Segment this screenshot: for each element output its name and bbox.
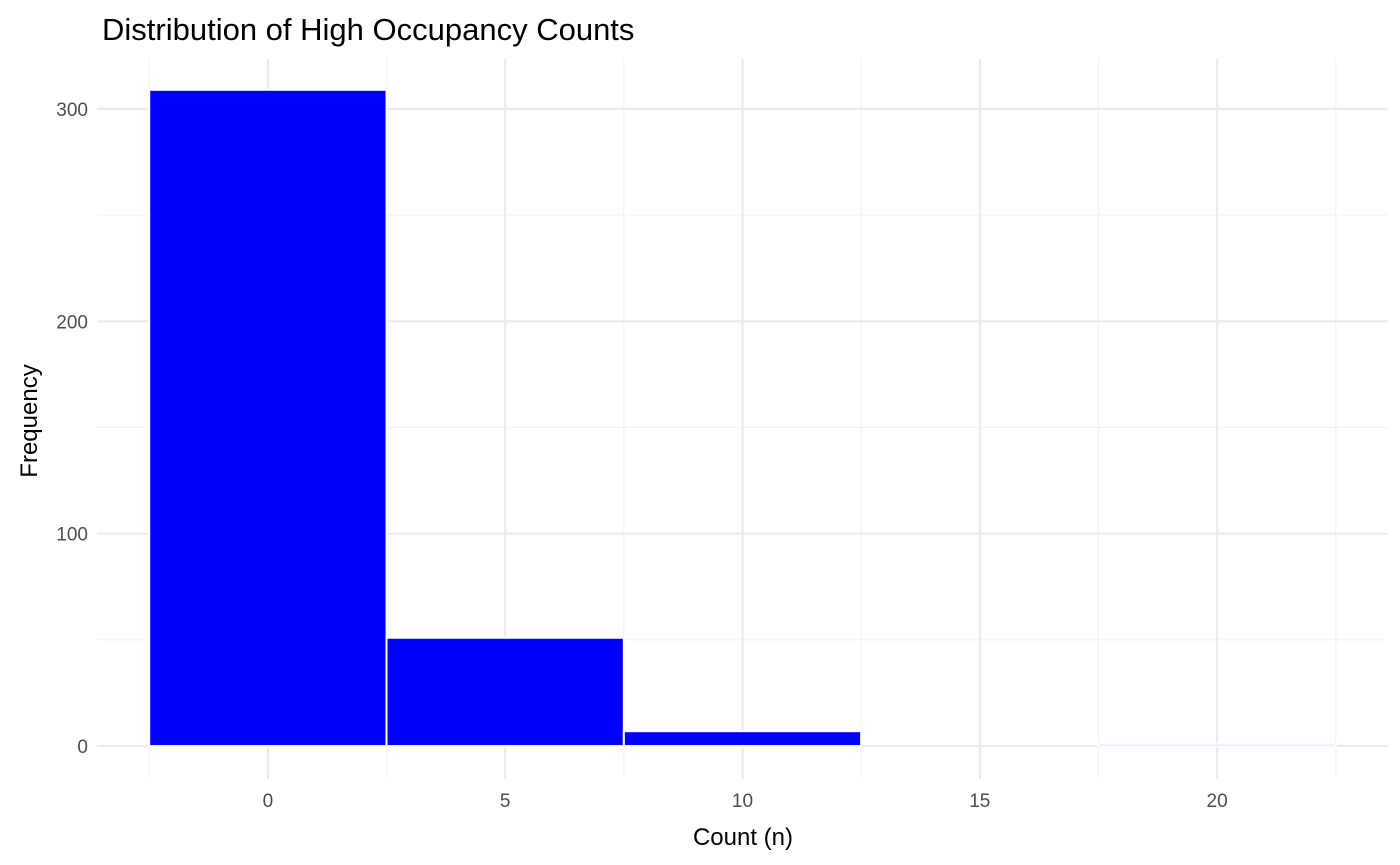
- x-tick-label: 5: [500, 791, 511, 812]
- histogram-bar-4: [1097, 742, 1337, 748]
- x-tick-label: 20: [1207, 791, 1228, 812]
- y-tick-label: 300: [56, 100, 88, 121]
- histogram-bar-2: [622, 730, 863, 748]
- histogram-bar-0: [148, 88, 388, 748]
- x-axis-title: Count (n): [693, 824, 793, 851]
- chart-title: Distribution of High Occupancy Counts: [102, 12, 634, 47]
- bars: [148, 88, 1337, 748]
- x-tick-label: 15: [969, 791, 990, 812]
- y-tick-label: 100: [56, 525, 88, 546]
- x-axis-ticks: 0 5 10 15 20: [263, 791, 1228, 812]
- y-tick-label: 200: [56, 312, 88, 333]
- histogram-bar-1: [385, 636, 625, 748]
- y-axis-ticks: 0 100 200 300: [56, 100, 88, 758]
- y-axis-title: Frequency: [16, 364, 43, 477]
- x-tick-label: 10: [732, 791, 753, 812]
- grid-lines: [97, 59, 1388, 779]
- x-tick-label: 0: [263, 791, 274, 812]
- y-tick-label: 0: [77, 737, 88, 758]
